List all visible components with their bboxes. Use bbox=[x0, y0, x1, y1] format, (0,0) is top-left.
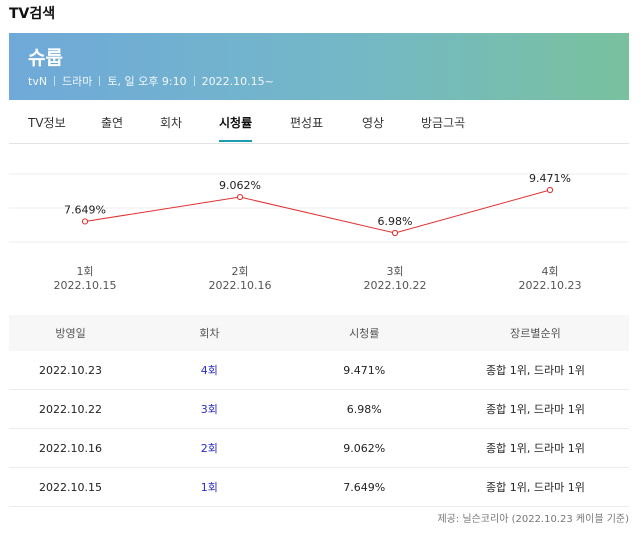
chart-x-tick-label: 4회 bbox=[541, 265, 558, 278]
cell-episode: 1회 bbox=[132, 467, 287, 507]
tab-bar: TV정보 출연 회차 시청률 편성표 영상 방금그곡 bbox=[9, 100, 629, 144]
tab-videos[interactable]: 영상 bbox=[362, 116, 385, 130]
section-title: TV검색 bbox=[9, 6, 56, 22]
program-meta: tvN 드라마 토, 일 오후 9:10 2022.10.15~ bbox=[28, 73, 274, 89]
program-genre: 드라마 bbox=[62, 75, 93, 88]
chart-x-tick-date: 2022.10.15 bbox=[54, 279, 117, 292]
cell-genre-rank: 종합 1위, 드라마 1위 bbox=[441, 351, 629, 390]
chart-data-label: 9.062% bbox=[219, 179, 261, 192]
cell-episode: 2회 bbox=[132, 428, 287, 468]
meta-divider bbox=[193, 76, 195, 86]
program-channel: tvN bbox=[28, 75, 48, 88]
cell-episode: 4회 bbox=[132, 351, 287, 390]
chart-data-label: 9.471% bbox=[529, 172, 571, 185]
table-header-row: 방영일 회차 시청률 장르별순위 bbox=[9, 315, 629, 351]
chart-x-tick-label: 1회 bbox=[76, 265, 93, 278]
chart-data-point bbox=[391, 229, 399, 237]
cell-rating: 9.471% bbox=[286, 351, 442, 390]
program-start-date: 2022.10.15~ bbox=[201, 75, 274, 88]
header-episode: 회차 bbox=[132, 315, 287, 351]
table-row: 2022.10.16 2회 9.062% 종합 1위, 드라마 1위 bbox=[9, 428, 629, 468]
meta-divider bbox=[99, 76, 101, 86]
table-row: 2022.10.22 3회 6.98% 종합 1위, 드라마 1위 bbox=[9, 389, 629, 429]
cell-air-date: 2022.10.15 bbox=[9, 467, 133, 507]
episode-link[interactable]: 1회 bbox=[200, 481, 218, 494]
table-row: 2022.10.23 4회 9.471% 종합 1위, 드라마 1위 bbox=[9, 351, 629, 390]
tab-tv-info[interactable]: TV정보 bbox=[28, 116, 66, 130]
cell-genre-rank: 종합 1위, 드라마 1위 bbox=[441, 389, 629, 429]
tab-schedule[interactable]: 편성표 bbox=[290, 116, 324, 130]
table-row: 2022.10.15 1회 7.649% 종합 1위, 드라마 1위 bbox=[9, 467, 629, 507]
ratings-table: 방영일 회차 시청률 장르별순위 2022.10.23 4회 9.471% 종합… bbox=[9, 315, 629, 507]
program-title[interactable]: 슈룹 bbox=[28, 47, 63, 69]
cell-genre-rank: 종합 1위, 드라마 1위 bbox=[441, 467, 629, 507]
chart-data-label: 7.649% bbox=[64, 203, 106, 216]
chart-x-tick-date: 2022.10.23 bbox=[519, 279, 582, 292]
cell-air-date: 2022.10.22 bbox=[9, 389, 133, 429]
tab-episodes[interactable]: 회차 bbox=[160, 116, 183, 130]
chart-x-tick-label: 2회 bbox=[231, 265, 248, 278]
chart-series-line bbox=[84, 189, 551, 234]
episode-link[interactable]: 2회 bbox=[200, 442, 218, 455]
cell-episode: 3회 bbox=[132, 389, 287, 429]
tab-song-search[interactable]: 방금그곡 bbox=[421, 116, 466, 130]
episode-link[interactable]: 4회 bbox=[200, 364, 218, 377]
program-schedule: 토, 일 오후 9:10 bbox=[107, 75, 187, 88]
chart-x-tick-date: 2022.10.22 bbox=[364, 279, 427, 292]
cell-rating: 7.649% bbox=[286, 467, 442, 507]
cell-rating: 6.98% bbox=[286, 389, 442, 429]
episode-link[interactable]: 3회 bbox=[200, 403, 218, 416]
cell-genre-rank: 종합 1위, 드라마 1위 bbox=[441, 428, 629, 468]
chart-data-point bbox=[236, 193, 244, 201]
program-banner: 슈룹 tvN 드라마 토, 일 오후 9:10 2022.10.15~ bbox=[9, 33, 629, 100]
tab-ratings[interactable]: 시청률 bbox=[219, 114, 253, 142]
chart-x-tick-date: 2022.10.16 bbox=[209, 279, 272, 292]
chart-x-tick-label: 3회 bbox=[386, 265, 403, 278]
cell-rating: 9.062% bbox=[286, 428, 442, 468]
cell-air-date: 2022.10.23 bbox=[9, 351, 133, 390]
chart-data-point bbox=[81, 218, 89, 225]
data-source-note: 제공: 닐슨코리아 (2022.10.23 케이블 기준) bbox=[437, 514, 629, 525]
header-air-date: 방영일 bbox=[9, 315, 133, 351]
chart-data-label: 6.98% bbox=[378, 215, 413, 228]
tab-cast[interactable]: 출연 bbox=[101, 116, 124, 130]
header-rating: 시청률 bbox=[286, 315, 442, 351]
header-genre-rank: 장르별순위 bbox=[441, 315, 629, 351]
meta-divider bbox=[54, 76, 56, 86]
cell-air-date: 2022.10.16 bbox=[9, 428, 133, 468]
chart-data-point bbox=[546, 186, 554, 194]
